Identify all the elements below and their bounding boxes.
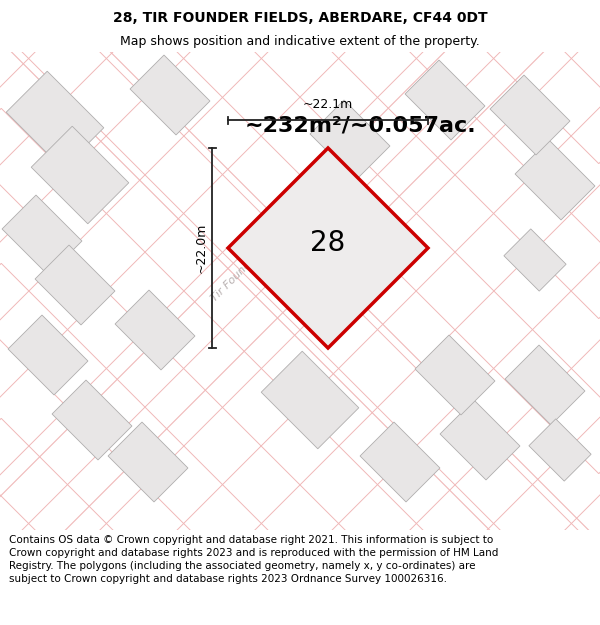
Text: Map shows position and indicative extent of the property.: Map shows position and indicative extent… — [120, 36, 480, 48]
Polygon shape — [515, 140, 595, 220]
Text: Contains OS data © Crown copyright and database right 2021. This information is : Contains OS data © Crown copyright and d… — [9, 535, 499, 584]
Polygon shape — [2, 195, 82, 275]
Polygon shape — [310, 100, 390, 180]
Polygon shape — [52, 380, 132, 460]
Text: 28, TIR FOUNDER FIELDS, ABERDARE, CF44 0DT: 28, TIR FOUNDER FIELDS, ABERDARE, CF44 0… — [113, 11, 487, 26]
Polygon shape — [35, 245, 115, 325]
Polygon shape — [6, 71, 104, 169]
Polygon shape — [405, 60, 485, 140]
Polygon shape — [504, 229, 566, 291]
Text: 28: 28 — [310, 229, 346, 257]
Polygon shape — [360, 422, 440, 502]
Polygon shape — [505, 345, 585, 425]
Polygon shape — [115, 290, 195, 370]
Polygon shape — [261, 351, 359, 449]
Text: Tir Founder Fields: Tir Founder Fields — [209, 226, 287, 304]
Polygon shape — [490, 75, 570, 155]
Polygon shape — [440, 400, 520, 480]
Text: ~22.0m: ~22.0m — [195, 223, 208, 273]
Polygon shape — [8, 315, 88, 395]
Text: ~232m²/~0.057ac.: ~232m²/~0.057ac. — [244, 115, 476, 135]
Polygon shape — [130, 55, 210, 135]
Text: ~22.1m: ~22.1m — [303, 98, 353, 111]
Polygon shape — [31, 126, 129, 224]
Polygon shape — [228, 148, 428, 348]
Polygon shape — [108, 422, 188, 502]
Polygon shape — [529, 419, 591, 481]
Polygon shape — [415, 335, 495, 415]
